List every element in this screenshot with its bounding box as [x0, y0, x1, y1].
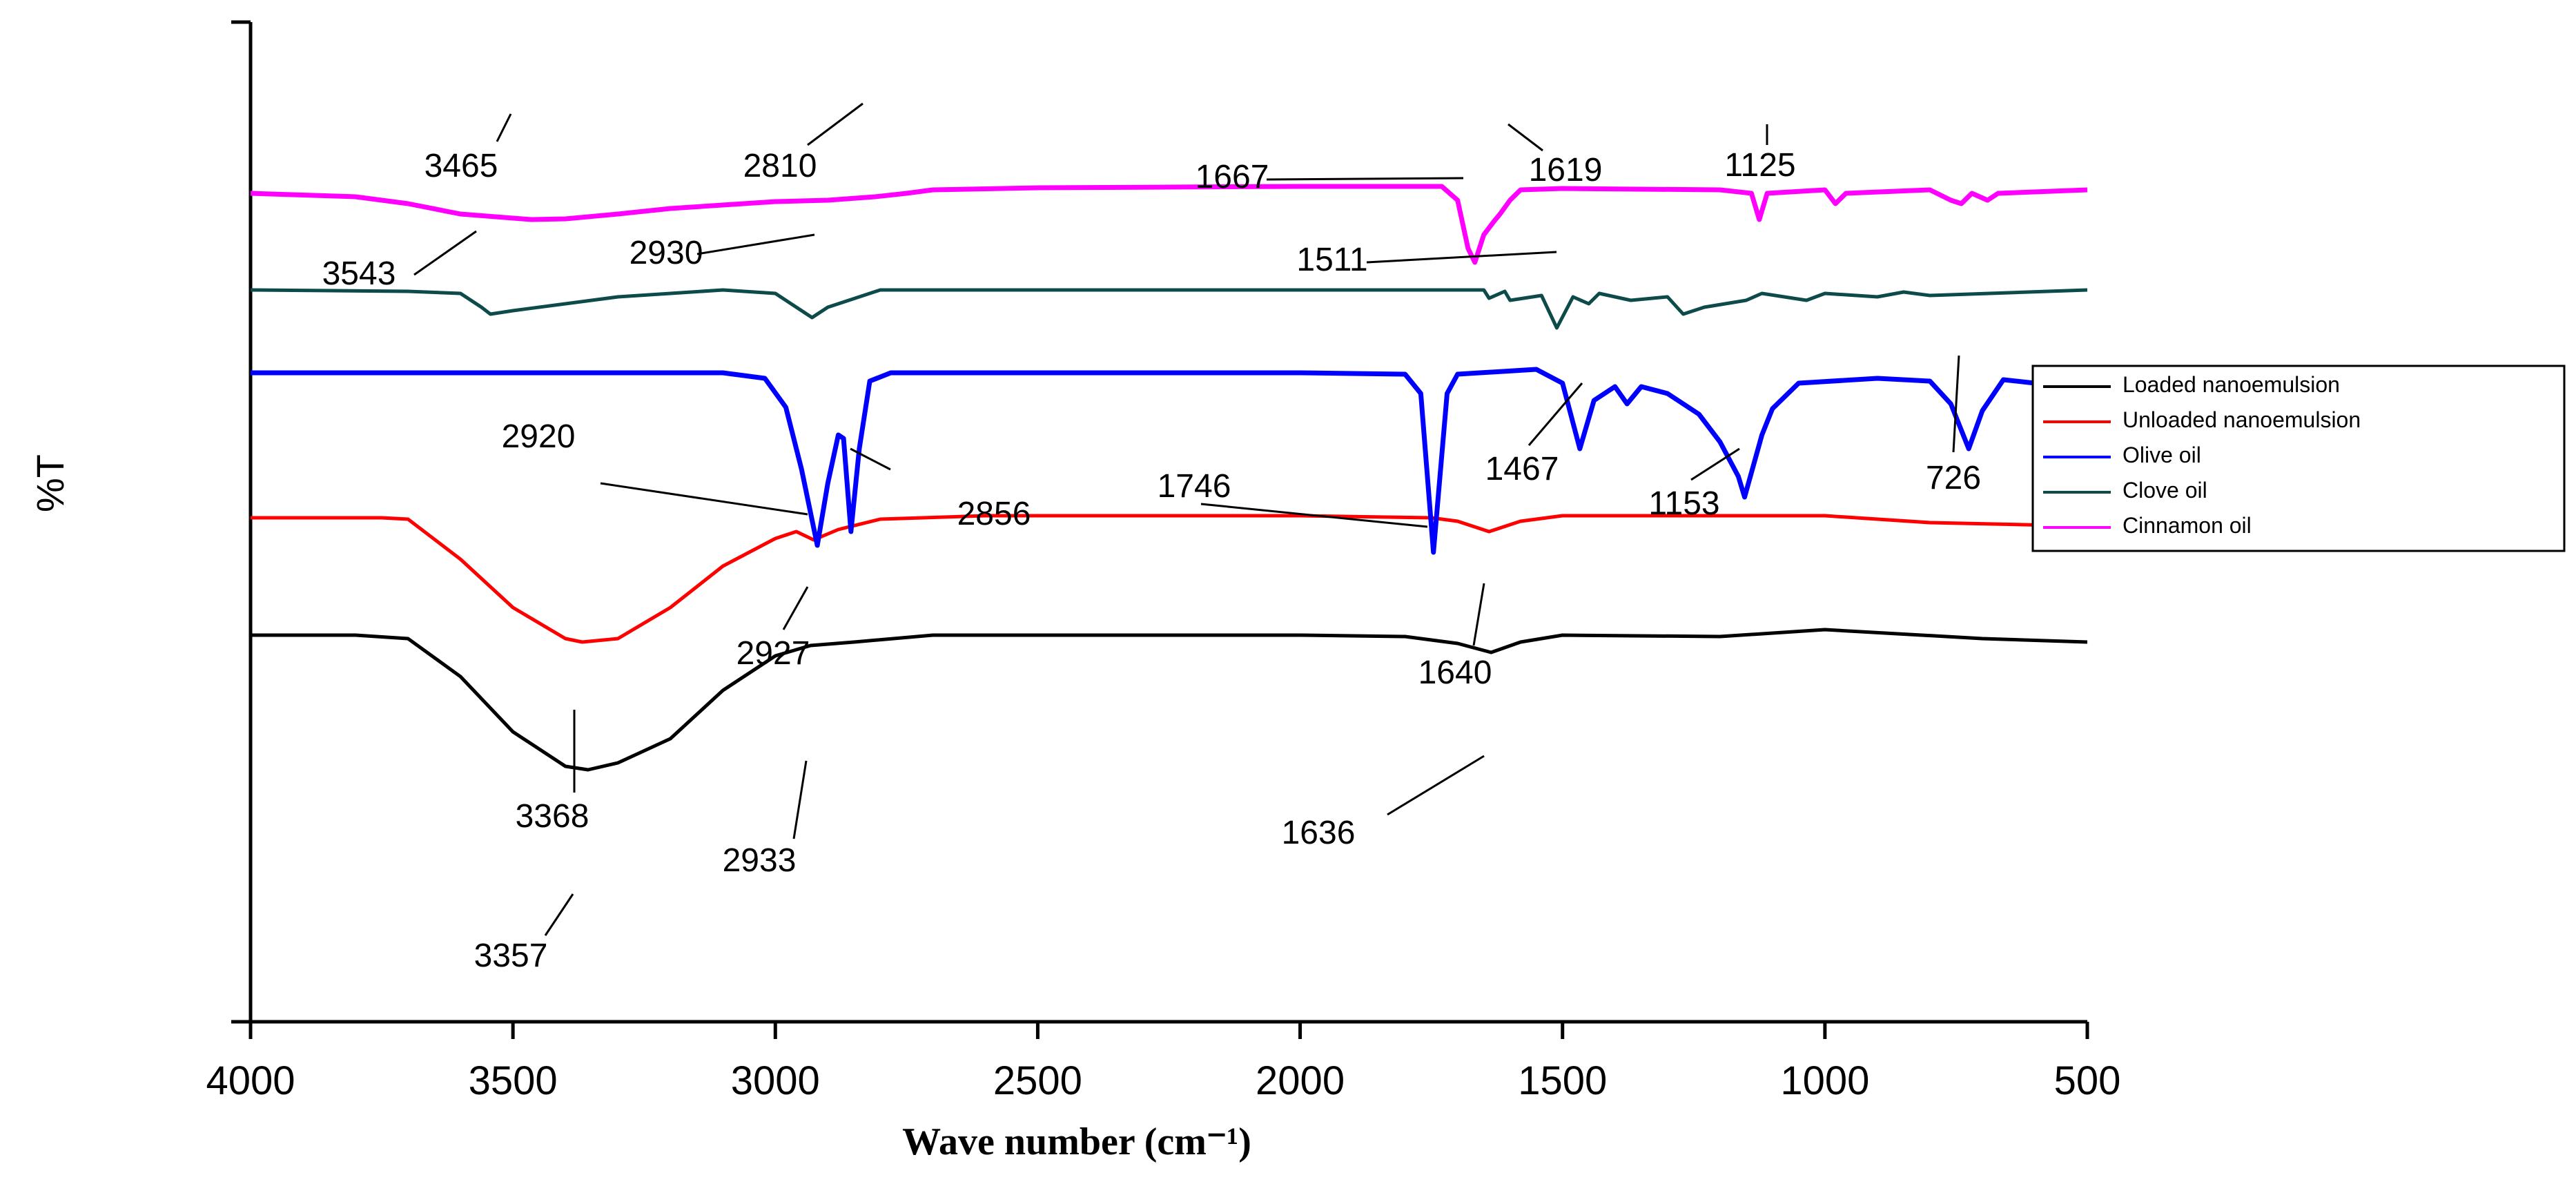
- legend-label-cinnamon-oil: Cinnamon oil: [2123, 513, 2252, 538]
- annotation-leader-2920: [600, 482, 808, 516]
- annotation-label-3465: 3465: [425, 148, 498, 184]
- x-tick-label-3500: 3500: [469, 1058, 558, 1103]
- annotation-label-1511: 1511: [1296, 242, 1367, 278]
- series-line-cinnamon-oil: [250, 184, 2088, 265]
- series-line-unloaded-nanoemulsion: [251, 514, 2088, 644]
- legend-box: [2031, 365, 2566, 552]
- annotation-label-2920: 2920: [502, 418, 576, 455]
- legend-label-olive-oil: Olive oil: [2123, 443, 2201, 467]
- annotation-leader-2933: [792, 760, 808, 840]
- x-tick-label-2000: 2000: [1256, 1058, 1345, 1103]
- annotation-leader-1746: [1200, 503, 1428, 528]
- x-tick-label-3000: 3000: [731, 1058, 820, 1103]
- legend: Loaded nanoemulsion Unloaded nanoemulsion…: [2031, 365, 2566, 552]
- annotation-leader-2930: [696, 233, 815, 255]
- annotation-leader-3357: [544, 893, 574, 936]
- annotation-label-3368: 3368: [516, 798, 589, 835]
- annotation-label-1667: 1667: [1196, 159, 1269, 195]
- annotation-leader-3543: [413, 230, 477, 276]
- annotation-label-2810: 2810: [743, 148, 817, 184]
- x-axis-label: Wave number (cm⁻¹): [902, 1120, 1251, 1163]
- annotation-leader-1511: [1366, 251, 1557, 264]
- annotation-label-2930: 2930: [630, 235, 703, 271]
- series-line-loaded-nanoemulsion: [251, 628, 2088, 772]
- x-tick-label-500: 500: [2054, 1058, 2121, 1103]
- annotation-label-1125: 1125: [1724, 147, 1795, 184]
- annotation-label-1467: 1467: [1485, 451, 1559, 487]
- annotation-leader-1153: [1690, 447, 1740, 481]
- series-line-clove-oil: [250, 288, 2088, 330]
- annotation-leader-2810: [807, 102, 863, 146]
- annotation-leader-1667: [1266, 177, 1464, 181]
- series-line-olive-oil: [251, 367, 2087, 555]
- annotation-label-3543: 3543: [322, 255, 396, 292]
- legend-label-loaded-nanoemulsion: Loaded nanoemulsion: [2123, 372, 2340, 397]
- annotation-label-1746: 1746: [1158, 468, 1231, 505]
- x-tick-label-1000: 1000: [1780, 1058, 1869, 1103]
- peak-annotations: 3357 2933 1636 3368 2927 1640 2920 2856 1746 1467…: [322, 102, 1981, 974]
- annotation-label-1640: 1640: [1418, 654, 1492, 691]
- annotation-label-1153: 1153: [1648, 485, 1719, 522]
- legend-label-clove-oil: Clove oil: [2123, 478, 2207, 503]
- x-axis-ticks: 4000 3500 3000 2500 2000 1500 1000 500: [206, 1022, 2120, 1103]
- annotation-leader-2856: [850, 447, 891, 471]
- annotation-label-1619: 1619: [1529, 152, 1603, 188]
- annotation-leader-1640: [1472, 583, 1485, 646]
- annotation-leader-3465: [496, 113, 512, 142]
- annotation-label-2927: 2927: [736, 635, 810, 672]
- x-tick-label-2500: 2500: [993, 1058, 1082, 1103]
- annotation-label-2933: 2933: [723, 842, 797, 879]
- series-group: [250, 184, 2088, 772]
- x-tick-label-4000: 4000: [206, 1058, 295, 1103]
- x-tick-label-1500: 1500: [1518, 1058, 1607, 1103]
- y-axis-label: %T: [28, 454, 72, 512]
- annotation-label-1636: 1636: [1282, 815, 1356, 851]
- annotation-leader-1619: [1507, 123, 1543, 152]
- annotation-label-726: 726: [1926, 460, 1981, 496]
- annotation-leader-726: [1952, 355, 1960, 453]
- annotation-leader-2927: [782, 586, 809, 630]
- annotation-leader-1636: [1387, 755, 1485, 816]
- annotation-label-2856: 2856: [957, 496, 1031, 532]
- legend-label-unloaded-nanoemulsion: Unloaded nanoemulsion: [2123, 407, 2361, 432]
- annotation-label-3357: 3357: [474, 938, 548, 974]
- annotation-leader-1467: [1528, 382, 1583, 446]
